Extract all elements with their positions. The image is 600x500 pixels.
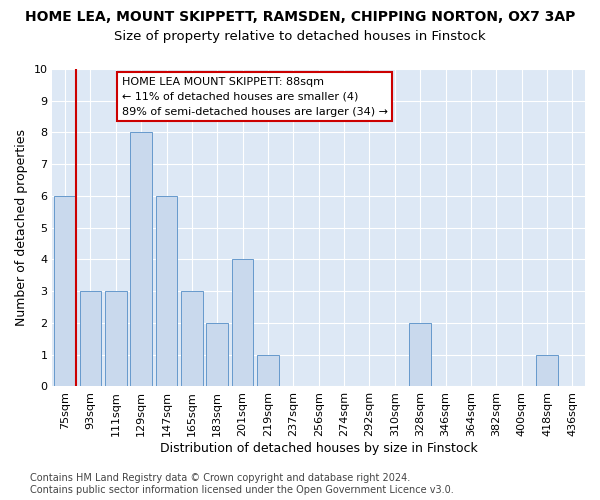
Text: Contains HM Land Registry data © Crown copyright and database right 2024.
Contai: Contains HM Land Registry data © Crown c…: [30, 474, 454, 495]
Bar: [156, 196, 178, 386]
Text: HOME LEA, MOUNT SKIPPETT, RAMSDEN, CHIPPING NORTON, OX7 3AP: HOME LEA, MOUNT SKIPPETT, RAMSDEN, CHIPP…: [25, 10, 575, 24]
Bar: [206, 323, 228, 386]
Bar: [105, 291, 127, 386]
Text: Size of property relative to detached houses in Finstock: Size of property relative to detached ho…: [114, 30, 486, 43]
Bar: [232, 260, 253, 386]
Bar: [257, 354, 279, 386]
X-axis label: Distribution of detached houses by size in Finstock: Distribution of detached houses by size …: [160, 442, 478, 455]
Bar: [80, 291, 101, 386]
Bar: [409, 323, 431, 386]
Y-axis label: Number of detached properties: Number of detached properties: [15, 129, 28, 326]
Text: HOME LEA MOUNT SKIPPETT: 88sqm
← 11% of detached houses are smaller (4)
89% of s: HOME LEA MOUNT SKIPPETT: 88sqm ← 11% of …: [122, 77, 388, 116]
Bar: [130, 132, 152, 386]
Bar: [536, 354, 558, 386]
Bar: [181, 291, 203, 386]
Bar: [55, 196, 76, 386]
